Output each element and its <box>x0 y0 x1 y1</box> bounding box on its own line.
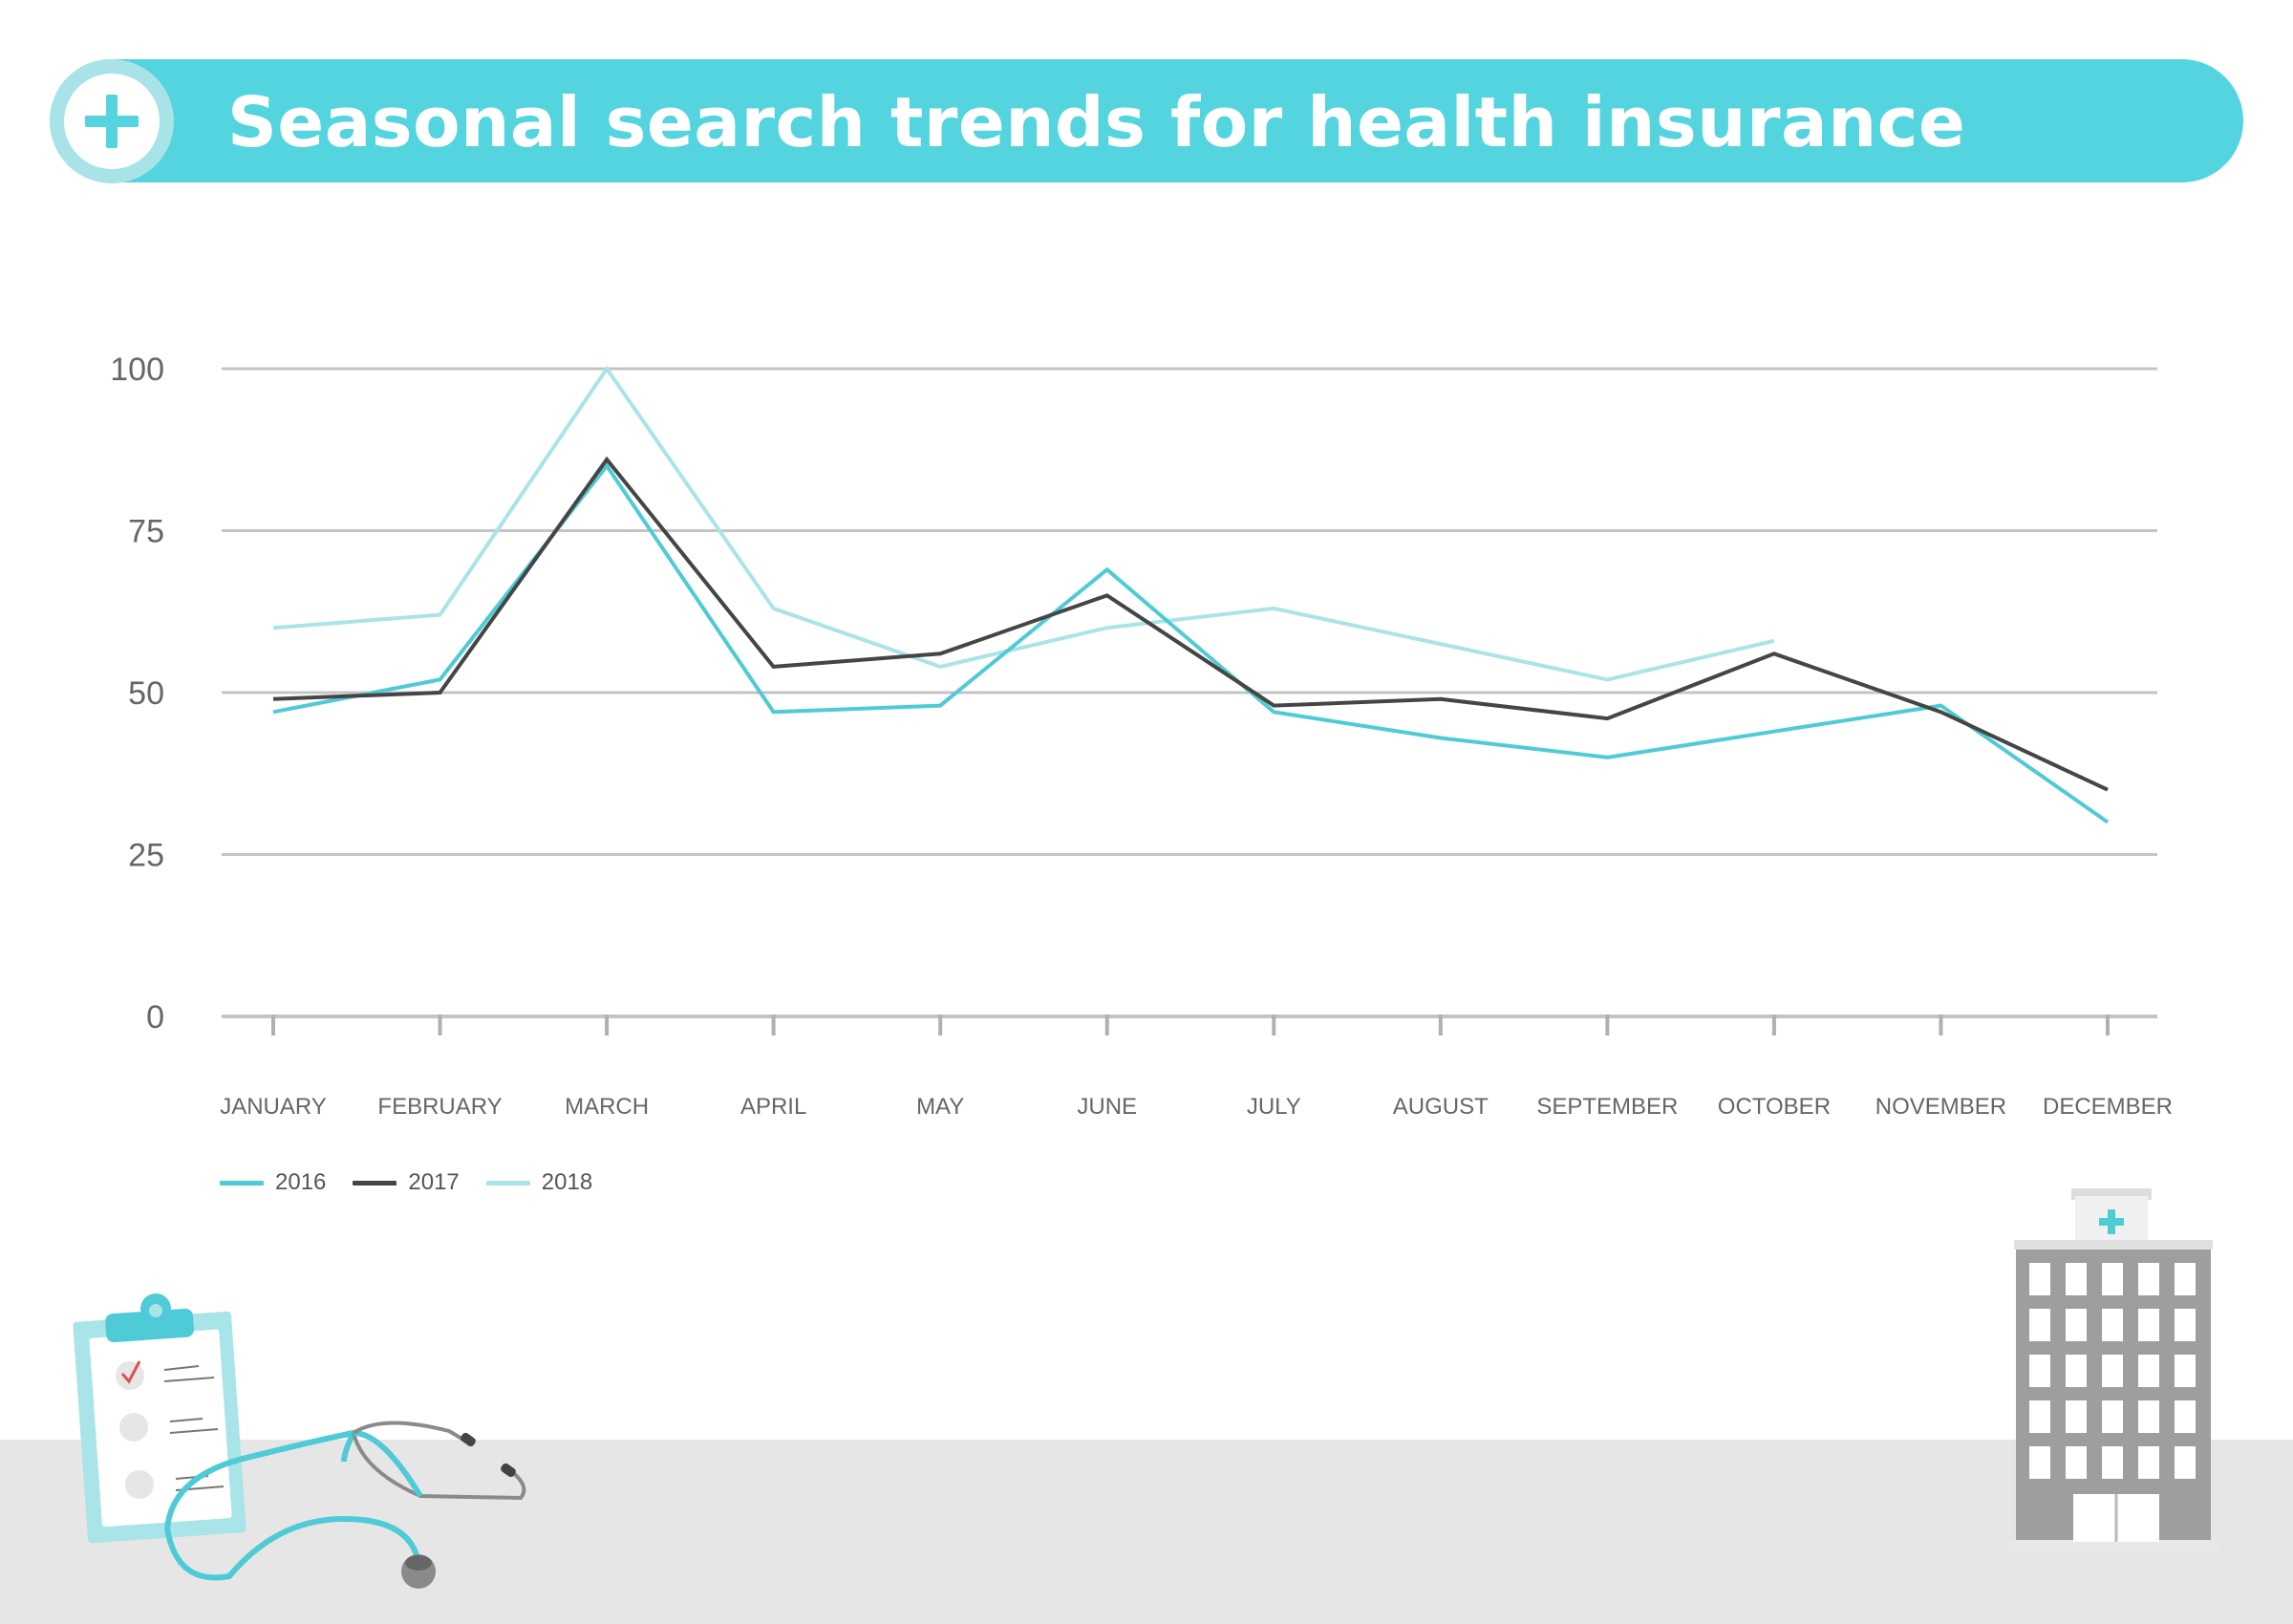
x-tick-label: SEPTEMBER <box>1536 1094 1678 1120</box>
hospital-window <box>2066 1446 2087 1479</box>
title-banner <box>50 59 2243 182</box>
hospital-window <box>2066 1400 2087 1433</box>
x-tick-label: NOVEMBER <box>1875 1094 2006 1120</box>
hospital-window <box>2175 1355 2196 1387</box>
hospital-windows <box>2029 1263 2196 1479</box>
legend-label-2016: 2016 <box>275 1169 327 1195</box>
x-tick-label: JUNE <box>1077 1094 1137 1120</box>
y-tick-label: 100 <box>110 352 164 388</box>
y-tick-label: 75 <box>128 514 164 550</box>
line-chart: 100 75 50 25 0 JANUARY FEBRUARY MARCH APRIL MAY JU… <box>110 352 2173 1120</box>
hospital-window <box>2138 1309 2159 1341</box>
hospital-window <box>2066 1263 2087 1295</box>
x-tick-label: MARCH <box>565 1094 649 1120</box>
hospital-icon <box>2006 1188 2218 1551</box>
hospital-window <box>2102 1263 2123 1295</box>
y-tick-label: 0 <box>146 999 164 1036</box>
hospital-window <box>2102 1355 2123 1387</box>
hospital-window <box>2175 1263 2196 1295</box>
chart-legend: 2016 2017 2018 <box>220 1165 619 1200</box>
hospital-window <box>2175 1400 2196 1433</box>
x-tick-label: OCTOBER <box>1718 1094 1831 1120</box>
plus-icon <box>64 74 160 169</box>
stethoscope-icon <box>163 1421 526 1589</box>
x-tick-label: MAY <box>916 1094 964 1120</box>
page-title: Seasonal search trends for health insura… <box>227 82 1966 162</box>
x-tick-label: AUGUST <box>1393 1094 1489 1120</box>
series-line-2017 <box>272 456 2109 792</box>
legend-swatch-2018 <box>485 1180 530 1186</box>
hospital-window <box>2102 1446 2123 1479</box>
legend-label-2018: 2018 <box>541 1169 593 1195</box>
hospital-window <box>2138 1446 2159 1479</box>
hospital-window <box>2029 1400 2050 1433</box>
y-tick-label: 25 <box>128 838 164 874</box>
hospital-window <box>2175 1309 2196 1341</box>
legend-swatch-2016 <box>220 1180 264 1186</box>
x-tick-label: DECEMBER <box>2043 1094 2173 1120</box>
hospital-window <box>2138 1355 2159 1387</box>
y-tick-label: 50 <box>128 675 164 712</box>
legend-item-2016: 2016 <box>220 1169 326 1196</box>
hospital-window <box>2138 1400 2159 1433</box>
x-tick-label: JULY <box>1247 1094 1301 1120</box>
x-tick-label: APRIL <box>740 1094 806 1120</box>
x-tick-label: FEBRUARY <box>377 1094 502 1120</box>
hospital-window <box>2029 1309 2050 1341</box>
hospital-window <box>2066 1309 2087 1341</box>
hospital-window <box>2029 1263 2050 1295</box>
hospital-window <box>2029 1446 2050 1479</box>
x-tick-label: JANUARY <box>220 1094 327 1120</box>
legend-swatch-2017 <box>353 1180 397 1186</box>
hospital-window <box>2138 1263 2159 1295</box>
clipboard-icon <box>73 1293 246 1544</box>
legend-item-2018: 2018 <box>485 1169 593 1196</box>
legend-label-2017: 2017 <box>408 1169 460 1195</box>
hospital-window <box>2102 1309 2123 1341</box>
legend-item-2017: 2017 <box>353 1169 460 1196</box>
hospital-window <box>2066 1355 2087 1387</box>
floor-band <box>0 1440 2293 1624</box>
hospital-window <box>2102 1400 2123 1433</box>
hospital-window <box>2175 1446 2196 1479</box>
hospital-window <box>2029 1355 2050 1387</box>
